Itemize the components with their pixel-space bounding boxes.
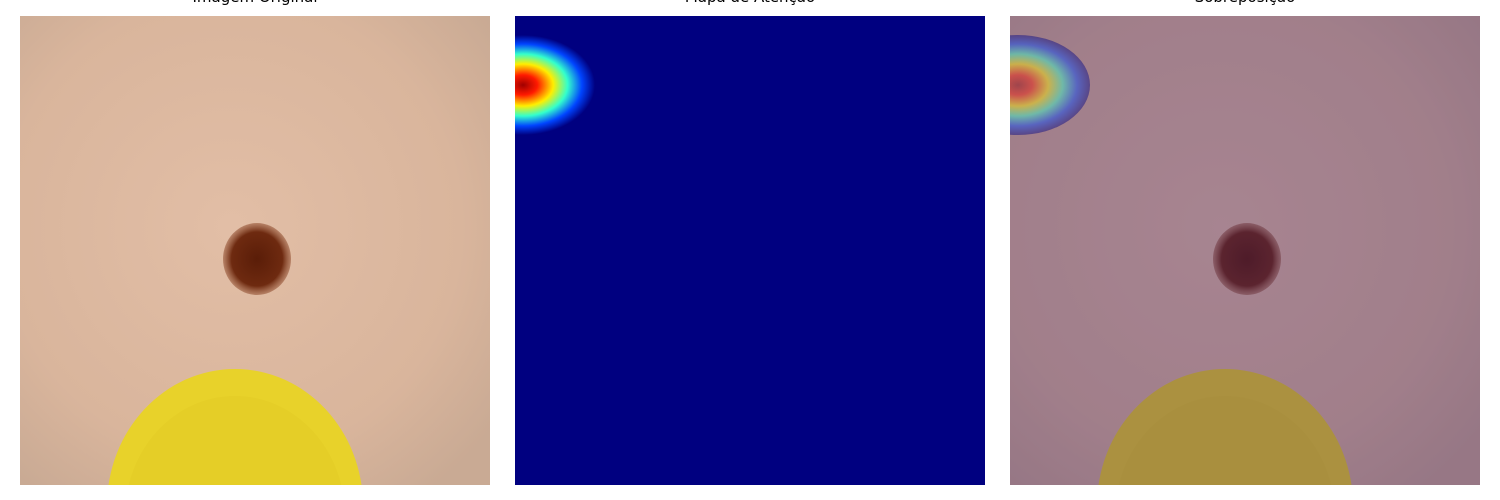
overlay-image (1010, 16, 1480, 485)
attention-map (515, 16, 985, 485)
original-image (20, 16, 490, 485)
panel-title: Sobreposição (1195, 0, 1296, 6)
panel-title: Mapa de Atenção (685, 0, 815, 6)
panel-title: Imagem Original (192, 0, 317, 6)
